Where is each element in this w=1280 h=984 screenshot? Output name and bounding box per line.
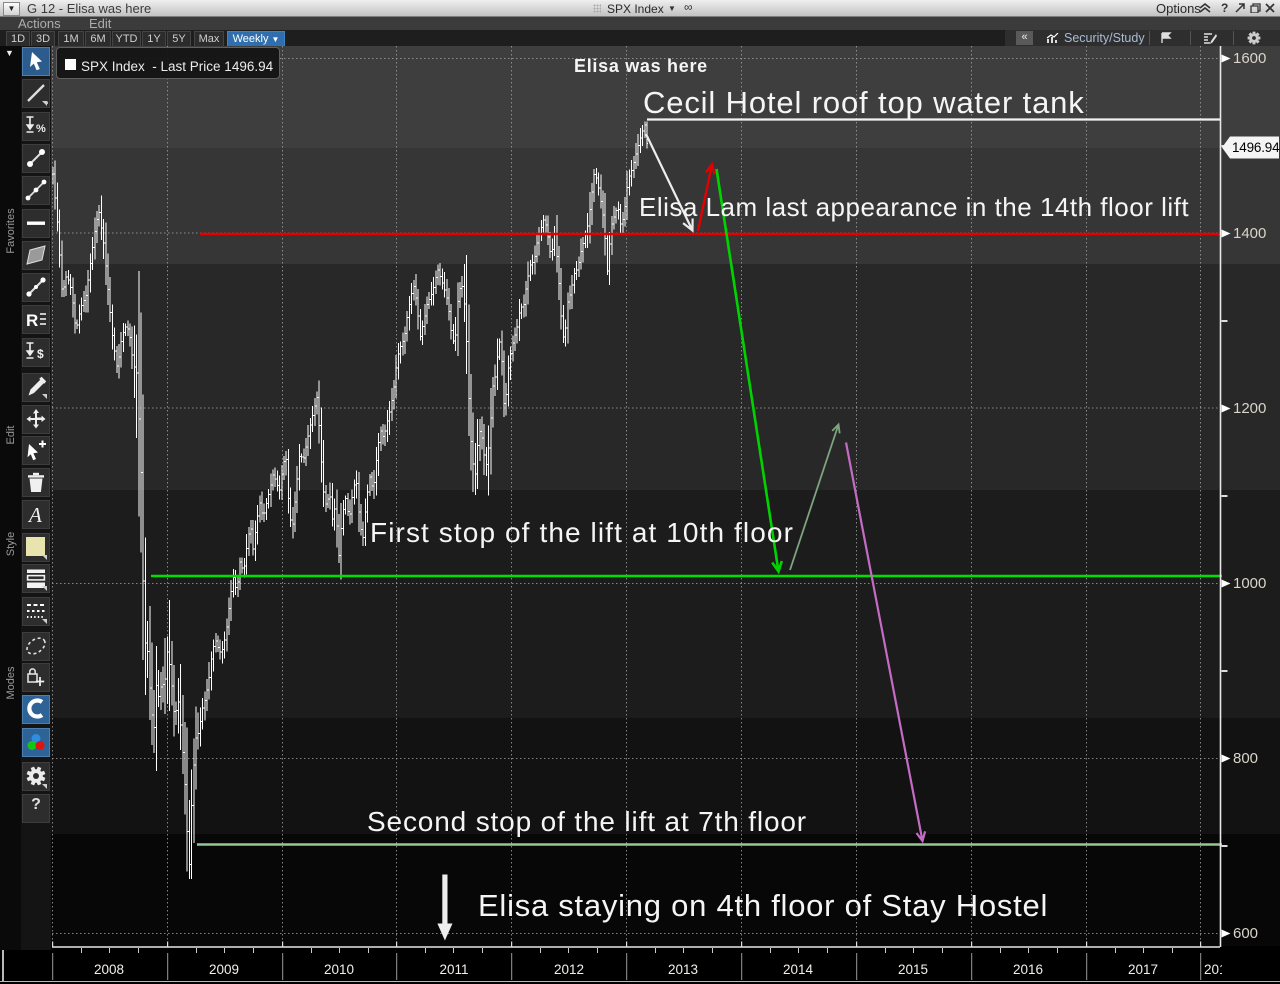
svg-text:$: $ [37,347,44,361]
svg-text:R: R [26,311,38,330]
svg-text:A: A [27,503,42,527]
svg-text:%: % [36,123,46,135]
